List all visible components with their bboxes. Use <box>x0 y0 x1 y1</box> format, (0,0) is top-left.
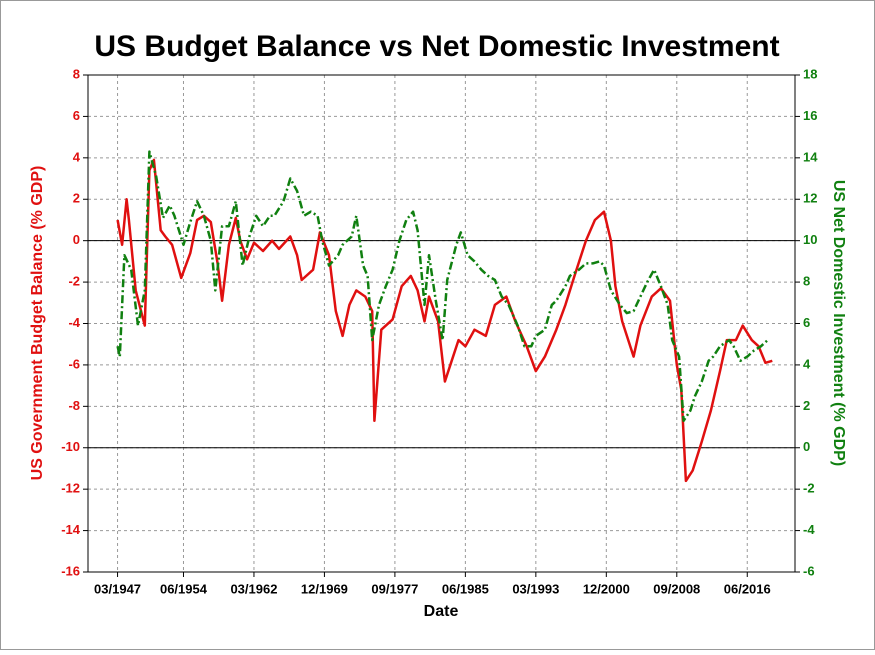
x-tick-label: 06/1985 <box>442 581 489 596</box>
y-tick-label: -6 <box>68 356 80 371</box>
y-tick-label: -4 <box>68 315 80 330</box>
y2-tick-label: -4 <box>803 522 815 537</box>
series-line <box>116 158 773 483</box>
x-tick-label: 03/1993 <box>512 581 559 596</box>
x-tick-label: 12/1969 <box>301 581 348 596</box>
y2-tick-label: 10 <box>803 232 817 247</box>
y2-tick-label: 4 <box>803 356 811 371</box>
chart-title: US Budget Balance vs Net Domestic Invest… <box>94 30 779 63</box>
y2-tick-label: 14 <box>803 149 818 164</box>
y2-tick-label: 2 <box>803 398 810 413</box>
y2-tick-label: 18 <box>803 66 817 81</box>
y2-tick-label: -2 <box>803 481 815 496</box>
y2-tick-label: -6 <box>803 563 815 578</box>
y-tick-label: -8 <box>68 398 80 413</box>
y2-tick-label: 12 <box>803 191 817 206</box>
x-tick-label: 12/2000 <box>583 581 630 596</box>
x-tick-label: 09/2008 <box>653 581 700 596</box>
y-tick-label: -2 <box>68 274 80 289</box>
y2-tick-label: 0 <box>803 439 810 454</box>
series-line <box>116 150 769 423</box>
y-tick-label: -16 <box>61 563 80 578</box>
x-tick-label: 06/2016 <box>724 581 771 596</box>
y-tick-label: 4 <box>73 149 81 164</box>
y-tick-label: 6 <box>73 108 80 123</box>
y-axis-label: US Government Budget Balance (% GDP) <box>29 166 46 481</box>
y-tick-label: 0 <box>73 232 80 247</box>
y-tick-label: 8 <box>73 66 80 81</box>
plot-border <box>87 74 796 573</box>
x-tick-label: 09/1977 <box>371 581 418 596</box>
y2-tick-label: 8 <box>803 274 810 289</box>
y2-tick-label: 16 <box>803 108 817 123</box>
y-tick-label: -14 <box>61 522 81 537</box>
y2-tick-label: 6 <box>803 315 810 330</box>
x-axis-label: Date <box>424 603 459 620</box>
x-tick-label: 03/1962 <box>230 581 277 596</box>
y-tick-label: -12 <box>61 481 80 496</box>
x-tick-label: 06/1954 <box>160 581 208 596</box>
y-tick-label: -10 <box>61 439 80 454</box>
y2-axis-label: US Net Domestic Investment (% GDP) <box>830 180 847 466</box>
y-tick-label: 2 <box>73 191 80 206</box>
x-tick-label: 03/1947 <box>94 581 141 596</box>
